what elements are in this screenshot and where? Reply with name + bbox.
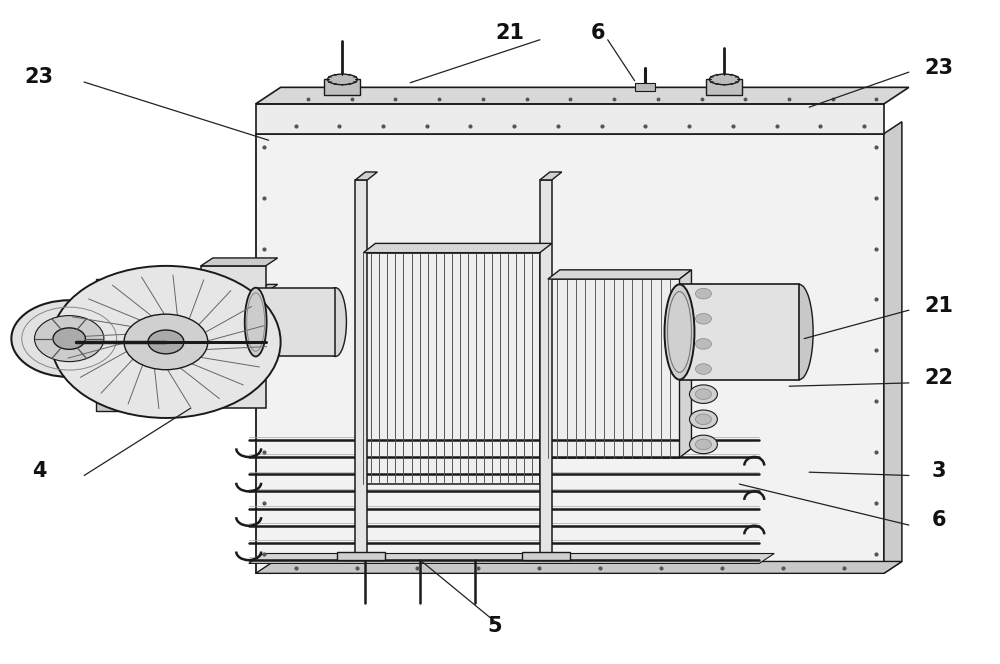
Circle shape xyxy=(695,414,711,424)
Ellipse shape xyxy=(324,288,346,357)
Ellipse shape xyxy=(709,74,739,85)
Text: 21: 21 xyxy=(495,23,524,43)
Circle shape xyxy=(689,335,717,353)
Circle shape xyxy=(689,410,717,428)
Circle shape xyxy=(689,435,717,454)
Text: 5: 5 xyxy=(488,616,502,636)
Ellipse shape xyxy=(245,288,267,357)
Circle shape xyxy=(695,364,711,374)
Text: 3: 3 xyxy=(932,461,946,481)
Polygon shape xyxy=(363,244,552,253)
Circle shape xyxy=(689,309,717,328)
Polygon shape xyxy=(201,258,278,266)
Circle shape xyxy=(51,266,281,418)
Polygon shape xyxy=(680,270,691,457)
Circle shape xyxy=(689,360,717,378)
Polygon shape xyxy=(96,279,136,305)
Polygon shape xyxy=(249,554,774,564)
Circle shape xyxy=(689,385,717,404)
Circle shape xyxy=(108,286,124,296)
Circle shape xyxy=(34,315,104,362)
Circle shape xyxy=(695,339,711,349)
Polygon shape xyxy=(355,180,367,560)
Polygon shape xyxy=(355,172,377,180)
Polygon shape xyxy=(324,80,360,95)
Polygon shape xyxy=(540,172,562,180)
Polygon shape xyxy=(201,266,266,408)
Polygon shape xyxy=(76,317,131,360)
Text: 21: 21 xyxy=(924,295,953,315)
Polygon shape xyxy=(96,372,136,411)
Polygon shape xyxy=(363,253,540,484)
Polygon shape xyxy=(256,104,884,133)
Text: 22: 22 xyxy=(924,369,953,388)
Polygon shape xyxy=(540,180,552,560)
Polygon shape xyxy=(256,292,266,372)
Polygon shape xyxy=(680,284,799,380)
Polygon shape xyxy=(256,88,909,104)
Ellipse shape xyxy=(785,284,813,380)
Polygon shape xyxy=(884,122,902,573)
Circle shape xyxy=(108,386,124,397)
Circle shape xyxy=(689,284,717,303)
Polygon shape xyxy=(256,133,884,573)
Polygon shape xyxy=(522,552,570,560)
Circle shape xyxy=(124,314,208,370)
Circle shape xyxy=(695,288,711,299)
Ellipse shape xyxy=(665,284,694,380)
Text: 6: 6 xyxy=(932,511,946,531)
Polygon shape xyxy=(256,288,335,357)
Polygon shape xyxy=(256,284,278,292)
Circle shape xyxy=(695,313,711,324)
Circle shape xyxy=(148,330,184,354)
Polygon shape xyxy=(548,270,691,279)
Text: 23: 23 xyxy=(924,58,953,78)
Text: 6: 6 xyxy=(590,23,605,43)
Polygon shape xyxy=(635,84,655,92)
Circle shape xyxy=(695,389,711,400)
Circle shape xyxy=(695,439,711,450)
Polygon shape xyxy=(256,562,902,573)
Ellipse shape xyxy=(122,317,140,360)
Circle shape xyxy=(53,328,85,349)
Ellipse shape xyxy=(67,317,85,360)
Text: 23: 23 xyxy=(25,68,54,88)
Polygon shape xyxy=(548,279,680,457)
Polygon shape xyxy=(337,552,385,560)
Text: 4: 4 xyxy=(32,461,47,481)
Circle shape xyxy=(11,300,127,377)
Ellipse shape xyxy=(327,74,357,85)
Polygon shape xyxy=(706,80,742,95)
